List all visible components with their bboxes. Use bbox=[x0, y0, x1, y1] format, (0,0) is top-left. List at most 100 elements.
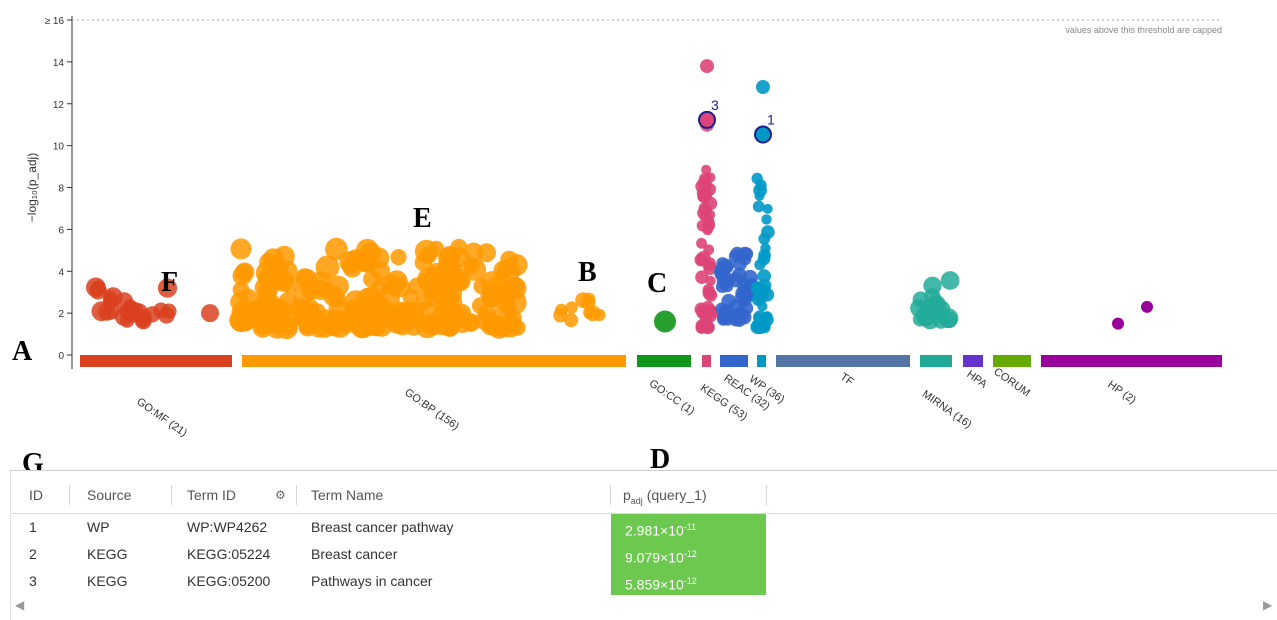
table-row[interactable]: 3 KEGG KEGG:05200 Pathways in cancer 5.8… bbox=[11, 568, 1277, 595]
header-term-id[interactable]: Term ID bbox=[187, 487, 236, 503]
data-point bbox=[119, 303, 135, 320]
manhattan-plot: 0 2 4 6 8 10 12 14 ≥ 16 values above this thresho… bbox=[25, 16, 1222, 439]
data-point bbox=[440, 316, 460, 336]
data-point bbox=[923, 276, 942, 295]
data-point bbox=[502, 314, 520, 332]
y-tick-label: 4 bbox=[58, 267, 64, 278]
results-table: ID Source Term ID ⚙ Term Name padj (quer… bbox=[10, 470, 1277, 620]
data-point bbox=[757, 269, 771, 283]
data-point bbox=[761, 214, 772, 225]
data-point bbox=[700, 322, 712, 334]
data-point bbox=[755, 320, 766, 331]
row-padj: 5.859×10-12 bbox=[611, 568, 766, 595]
data-point bbox=[564, 313, 579, 328]
row-term-name: Breast cancer bbox=[311, 546, 398, 562]
row-term-id: WP:WP4262 bbox=[187, 519, 268, 535]
data-point bbox=[279, 275, 298, 294]
data-point bbox=[741, 269, 758, 286]
data-point bbox=[135, 312, 151, 328]
data-point bbox=[703, 308, 717, 323]
y-tick-label: 2 bbox=[58, 309, 64, 320]
row-source: KEGG bbox=[87, 573, 128, 589]
data-point bbox=[593, 308, 606, 322]
data-point bbox=[702, 225, 713, 236]
data-point bbox=[912, 291, 929, 308]
category-label: TF bbox=[838, 371, 856, 389]
data-point bbox=[103, 287, 123, 307]
category-band bbox=[963, 355, 983, 367]
data-point bbox=[230, 238, 252, 260]
data-point bbox=[342, 258, 362, 278]
data-point bbox=[390, 249, 407, 266]
data-point bbox=[359, 242, 382, 265]
highlight-label: 1 bbox=[767, 112, 775, 128]
data-point bbox=[486, 276, 511, 300]
category-band bbox=[993, 355, 1031, 367]
data-point bbox=[328, 290, 347, 308]
data-point bbox=[696, 187, 708, 199]
category-band bbox=[776, 355, 910, 367]
header-term-name[interactable]: Term Name bbox=[311, 487, 384, 503]
data-point bbox=[716, 273, 733, 290]
category-band bbox=[1041, 355, 1222, 367]
data-point bbox=[502, 290, 527, 315]
y-tick-label: ≥ 16 bbox=[45, 16, 65, 27]
category-label: MIRNA (16) bbox=[920, 388, 974, 431]
data-point bbox=[157, 278, 178, 298]
header-id[interactable]: ID bbox=[29, 487, 43, 503]
data-point bbox=[912, 311, 928, 327]
horizontal-scrollbar[interactable]: ◀ ▶ bbox=[11, 596, 1277, 618]
category-band bbox=[720, 355, 748, 367]
data-point bbox=[500, 250, 518, 269]
data-point bbox=[565, 301, 578, 314]
row-term-id: KEGG:05224 bbox=[187, 546, 271, 562]
data-point bbox=[751, 172, 763, 185]
data-point bbox=[415, 315, 439, 339]
data-point bbox=[940, 271, 960, 290]
data-point bbox=[250, 299, 268, 316]
data-point bbox=[699, 210, 711, 222]
table-header: ID Source Term ID ⚙ Term Name padj (quer… bbox=[11, 479, 1277, 511]
data-point bbox=[756, 80, 770, 94]
category-label: GO:BP (156) bbox=[402, 386, 461, 432]
data-point bbox=[555, 303, 568, 317]
header-padj[interactable]: padj (query_1) bbox=[623, 487, 707, 506]
data-point bbox=[696, 237, 707, 249]
column-filter-icon[interactable]: ⚙ bbox=[275, 488, 286, 502]
data-point bbox=[758, 232, 771, 245]
row-padj: 2.981×10-11 bbox=[611, 514, 766, 541]
data-point bbox=[752, 200, 765, 213]
category-band bbox=[242, 355, 626, 367]
data-point bbox=[463, 258, 487, 281]
category-label: GO:CC (1) bbox=[647, 378, 697, 418]
category-band bbox=[757, 355, 766, 367]
data-point bbox=[736, 309, 752, 325]
data-point bbox=[259, 253, 277, 271]
data-point bbox=[417, 267, 441, 291]
category-band bbox=[920, 355, 952, 367]
table-row[interactable]: 2 KEGG KEGG:05224 Breast cancer 9.079×10… bbox=[11, 541, 1277, 568]
scroll-right-icon[interactable]: ▶ bbox=[1263, 598, 1273, 612]
data-point bbox=[158, 307, 175, 324]
category-band bbox=[80, 355, 232, 367]
y-tick-label: 12 bbox=[53, 100, 65, 111]
data-point bbox=[98, 303, 116, 321]
data-point bbox=[733, 257, 747, 272]
highlight-label: 3 bbox=[711, 97, 719, 113]
data-point bbox=[695, 270, 709, 285]
y-tick-label: 0 bbox=[58, 351, 64, 362]
table-row[interactable]: 1 WP WP:WP4262 Breast cancer pathway 2.9… bbox=[11, 513, 1277, 541]
data-point bbox=[295, 309, 315, 329]
row-id: 2 bbox=[29, 546, 37, 562]
panel-letter-f: F bbox=[161, 267, 179, 298]
row-source: KEGG bbox=[87, 546, 128, 562]
row-source: WP bbox=[87, 519, 110, 535]
data-point bbox=[232, 281, 250, 299]
data-point bbox=[738, 284, 752, 297]
panel-letter-e: E bbox=[413, 203, 432, 234]
highlighted-point bbox=[754, 125, 772, 144]
data-point bbox=[236, 263, 253, 280]
category-label: HP (2) bbox=[1105, 379, 1138, 407]
header-source[interactable]: Source bbox=[87, 487, 132, 503]
scroll-left-icon[interactable]: ◀ bbox=[15, 598, 25, 612]
